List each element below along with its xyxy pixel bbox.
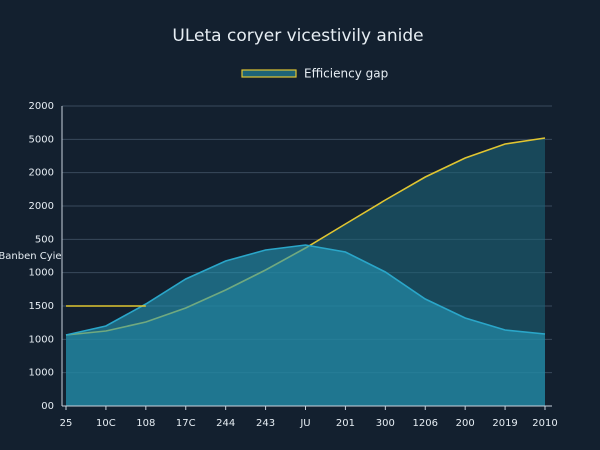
x-tick-label: 108 [136, 418, 155, 429]
y-tick-label: 1000 [29, 368, 54, 379]
y-tick-label: 2000 [29, 201, 54, 212]
x-tick-label: 2010 [532, 418, 557, 429]
y-tick-label: 1000 [29, 268, 54, 279]
y-axis-label: Banben Cyie [0, 251, 62, 262]
area [66, 245, 545, 406]
y-tick-label: 1500 [29, 301, 54, 312]
x-tick-label: JU [299, 418, 310, 429]
chart-title: ULeta coryer vicestivily anide [172, 26, 423, 46]
y-tick-label: 1000 [29, 334, 54, 345]
x-tick-label: 10C [96, 418, 116, 429]
y-tick-label: 500 [35, 234, 54, 245]
x-tick-label: 244 [216, 418, 235, 429]
x-tick-label: 1206 [413, 418, 438, 429]
x-tick-label: 200 [456, 418, 475, 429]
x-tick-label: 201 [336, 418, 355, 429]
x-tick-label: 300 [376, 418, 395, 429]
line [65, 244, 546, 336]
y-tick-label: 5000 [29, 134, 54, 145]
x-tick-label: 2019 [492, 418, 517, 429]
x-tick-label: 17C [176, 418, 196, 429]
y-tick-label: 00 [41, 401, 54, 412]
x-tick-label: 243 [256, 418, 275, 429]
y-tick-label: 2000 [29, 168, 54, 179]
x-tick-label: 25 [60, 418, 73, 429]
legend-label: Efficiency gap [304, 67, 388, 81]
y-tick-label: 2000 [29, 101, 54, 112]
legend-swatch [241, 69, 297, 78]
